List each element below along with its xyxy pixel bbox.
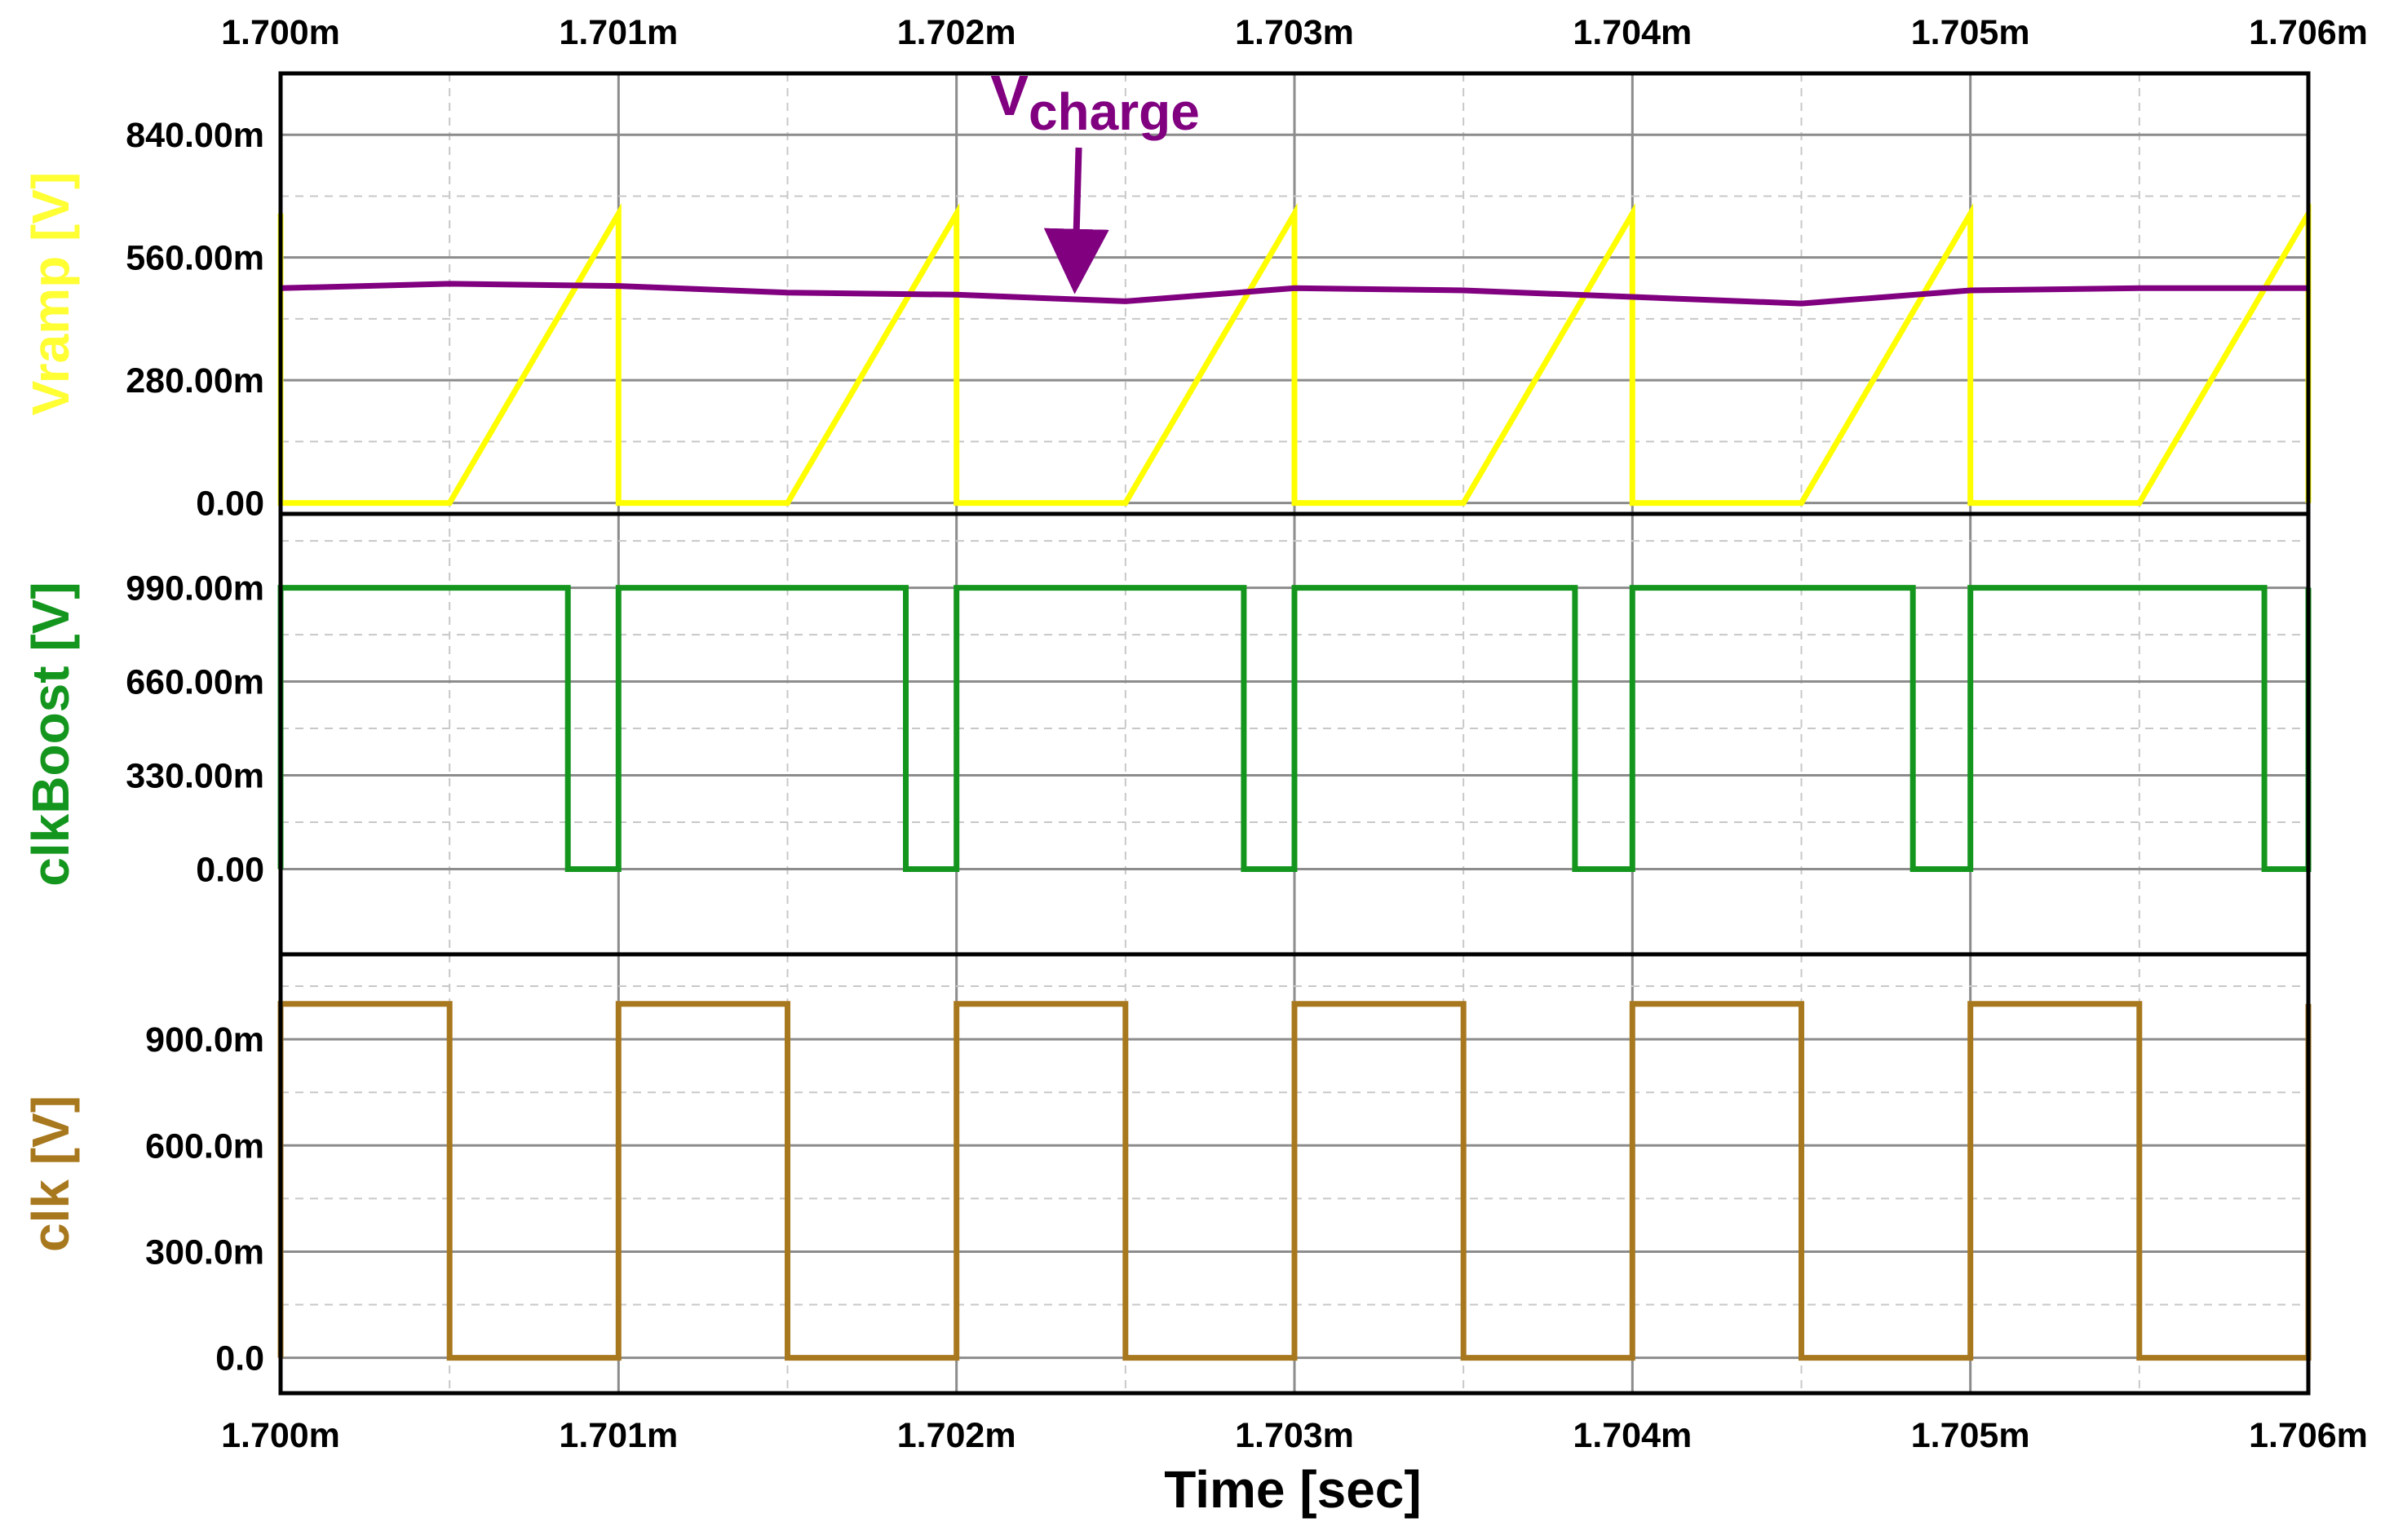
y-axis-label-unit: [V] <box>21 582 80 666</box>
y-tick-label: 330.00m <box>126 757 264 796</box>
series-clk <box>277 1001 2312 1361</box>
y-tick-label: 600.0m <box>145 1126 264 1166</box>
x-tick-top-label: 1.702m <box>897 13 1016 52</box>
y-tick-label: 840.00m <box>126 116 264 155</box>
plot-frame <box>278 71 2311 1396</box>
y-axis-label: clkBoost [V] <box>21 582 80 886</box>
y-axis-label-unit: [V] <box>21 172 80 256</box>
y-tick-label: 280.00m <box>126 361 264 400</box>
y-tick-label: 990.00m <box>126 569 264 608</box>
vcharge-annotation-label: Vcharge <box>990 64 1200 141</box>
annotation-main: V <box>990 64 1029 127</box>
annotation-arrow <box>1043 147 1109 294</box>
x-tick-bottom-label: 1.704m <box>1573 1416 1692 1455</box>
x-tick-top-label: 1.705m <box>1911 13 2030 52</box>
panel-frame <box>278 952 2311 1396</box>
x-tick-top-label: 1.703m <box>1235 13 1354 52</box>
annotation-subscript: charge <box>1029 82 1200 141</box>
y-tick-label: 0.00 <box>196 850 264 889</box>
series-layer <box>277 202 2312 1361</box>
y-tick-label: 0.0 <box>215 1339 264 1378</box>
x-tick-bottom-label: 1.700m <box>221 1416 340 1455</box>
x-tick-bottom-label: 1.706m <box>2249 1416 2368 1455</box>
x-axis-label: Time [sec] <box>1164 1460 1421 1519</box>
annotation: Vcharge <box>990 64 1200 294</box>
tick-labels: 1.700m 1.700m 1.701m 1.701m 1.702m 1.702m 1.70… <box>21 13 2368 1455</box>
x-tick-bottom-label: 1.703m <box>1235 1416 1354 1455</box>
x-tick-top-label: 1.706m <box>2249 13 2368 52</box>
y-tick-label: 560.00m <box>126 239 264 278</box>
series-vcharge <box>280 281 2308 307</box>
y-tick-label: 660.00m <box>126 663 264 702</box>
series-clkboost <box>277 585 2312 872</box>
x-tick-bottom-label: 1.701m <box>559 1416 678 1455</box>
x-tick-top-label: 1.701m <box>559 13 678 52</box>
x-tick-bottom-label: 1.702m <box>897 1416 1016 1455</box>
x-tick-bottom-label: 1.705m <box>1911 1416 2030 1455</box>
y-axis-label-name: clk <box>21 1179 80 1252</box>
y-axis-label: Vramp [V] <box>21 172 80 416</box>
x-tick-top-label: 1.704m <box>1573 13 1692 52</box>
x-tick-top-label: 1.700m <box>221 13 340 52</box>
y-tick-label: 300.0m <box>145 1232 264 1272</box>
y-axis-label: clk [V] <box>21 1095 80 1252</box>
series-vramp <box>277 202 2312 507</box>
y-axis-label-name: Vramp <box>21 256 80 416</box>
y-axis-label-name: clkBoost <box>21 666 80 886</box>
y-axis-label-unit: [V] <box>21 1095 80 1179</box>
y-tick-label: 900.0m <box>145 1020 264 1060</box>
y-tick-label: 0.00 <box>196 485 264 524</box>
